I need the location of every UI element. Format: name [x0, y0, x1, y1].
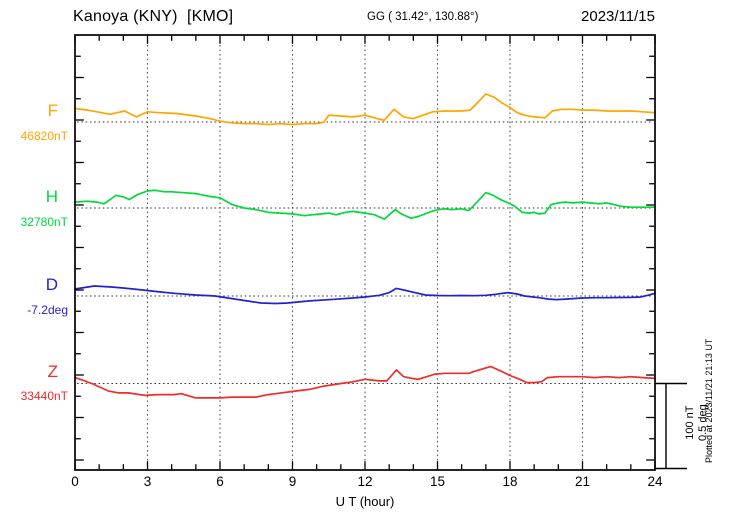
x-tick-21: 21 — [574, 474, 591, 489]
geographic-coordinates: GG ( 31.42°, 130.88°) — [367, 11, 479, 23]
x-tick-9: 9 — [288, 474, 297, 489]
plotted-timestamp-note: Plotted at 2023/11/21 21:13 UT — [704, 338, 714, 463]
observation-date: 2023/11/15 — [581, 8, 655, 25]
scale-nt-label: 100 nT — [684, 405, 696, 440]
x-tick-18: 18 — [502, 474, 518, 489]
trace-label-h: H — [45, 187, 58, 206]
x-tick-12: 12 — [357, 474, 373, 489]
trace-base-value-d: -7.2deg — [27, 303, 68, 317]
station-title: Kanoya (KNY) [KMO] — [73, 8, 234, 25]
trace-label-d: D — [45, 275, 58, 294]
trace-base-value-z: 33440nT — [20, 389, 68, 403]
x-tick-24: 24 — [647, 474, 663, 489]
x-tick-15: 15 — [429, 474, 446, 489]
x-axis-label: U T (hour) — [335, 494, 395, 509]
x-tick-3: 3 — [143, 474, 152, 489]
trace-base-value-f: 46820nT — [20, 129, 68, 143]
trace-label-z: Z — [47, 362, 58, 381]
trace-label-f: F — [47, 101, 58, 120]
x-tick-0: 0 — [71, 474, 79, 489]
x-tick-6: 6 — [216, 474, 224, 489]
trace-base-value-h: 32780nT — [20, 215, 68, 229]
